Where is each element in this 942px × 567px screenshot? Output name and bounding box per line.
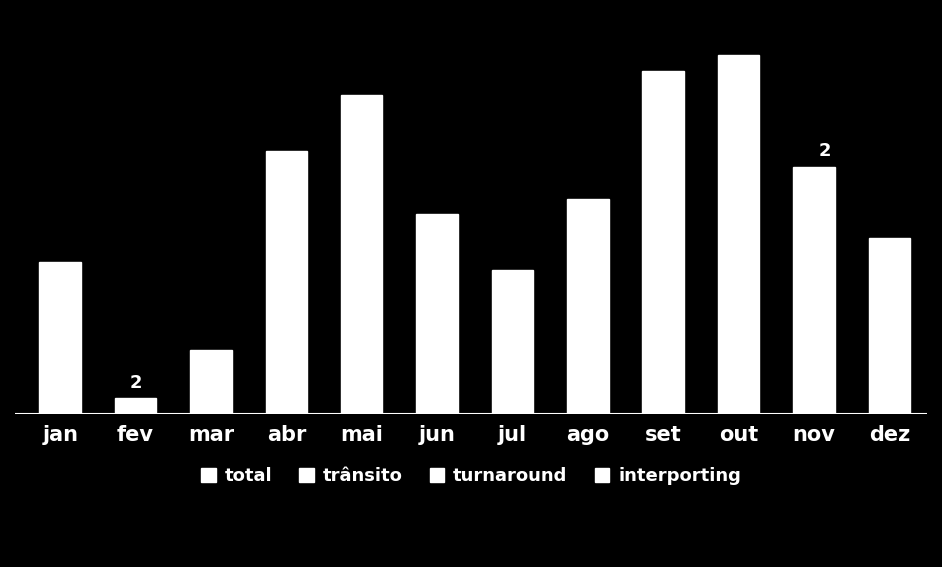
Bar bbox=[718, 55, 759, 414]
Bar bbox=[793, 167, 835, 414]
Bar bbox=[416, 214, 458, 414]
Bar bbox=[567, 198, 609, 414]
Bar bbox=[492, 270, 533, 414]
Text: 2: 2 bbox=[819, 142, 832, 160]
Bar bbox=[266, 151, 307, 414]
Bar bbox=[190, 350, 232, 414]
Text: 2: 2 bbox=[129, 374, 142, 392]
Bar bbox=[869, 238, 910, 414]
Bar bbox=[642, 71, 684, 414]
Bar bbox=[341, 95, 382, 414]
Legend: total, trânsito, turnaround, interporting: total, trânsito, turnaround, interportin… bbox=[194, 460, 748, 493]
Bar bbox=[115, 398, 156, 414]
Bar bbox=[40, 263, 81, 414]
